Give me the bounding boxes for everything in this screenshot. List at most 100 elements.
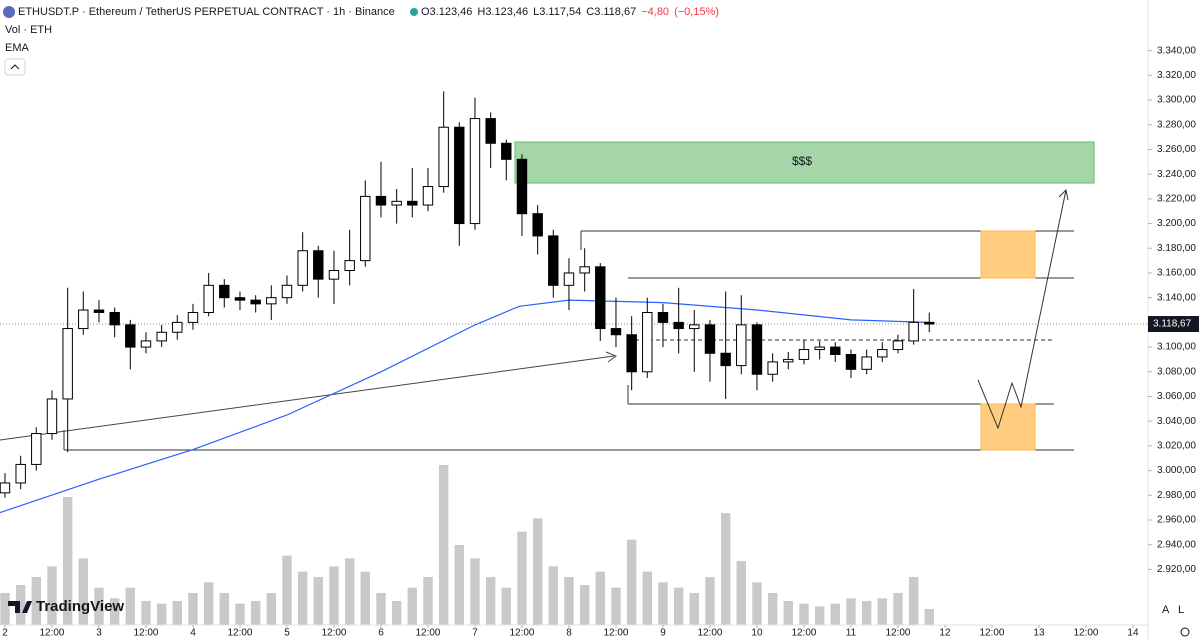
candle-body	[845, 353, 857, 370]
volume-bar	[642, 571, 652, 625]
candle-body	[783, 358, 794, 363]
y-tick-label: 3.100,00	[1157, 342, 1196, 353]
candle-body	[704, 324, 716, 354]
last-price-label: 3.118,67	[1153, 319, 1192, 330]
volume-bar	[297, 571, 308, 625]
x-tick-label: 12:00	[603, 628, 628, 639]
y-tick-label: 3.000,00	[1157, 465, 1196, 476]
candle-body	[595, 266, 606, 330]
x-tick-label: 12:00	[321, 628, 346, 639]
candle-body	[469, 118, 481, 225]
header-value: O3.123,46	[421, 6, 472, 18]
order-block	[980, 403, 1036, 451]
candle-body	[438, 126, 449, 188]
x-tick-label: 5	[284, 628, 290, 639]
drawings: $$$	[0, 141, 1095, 451]
volume-bar	[376, 593, 386, 625]
candle-body	[266, 297, 277, 305]
volume-bar	[548, 566, 558, 625]
candle-body	[375, 195, 387, 206]
x-tick-label: 12:00	[227, 628, 252, 639]
x-tick-label: 12:00	[1073, 628, 1098, 639]
x-tick-label: 2	[2, 628, 8, 639]
x-tick-label: 12:00	[133, 628, 158, 639]
volume-bar	[579, 585, 590, 625]
volume-bar	[485, 577, 496, 625]
candle-body	[31, 433, 42, 465]
volume-bar	[532, 518, 543, 625]
symbol-icon	[3, 6, 15, 18]
status-dot	[410, 8, 418, 16]
candle-body	[485, 118, 496, 144]
volume-bar	[658, 582, 668, 625]
x-tick-label: 12:00	[697, 628, 722, 639]
candle-body	[140, 340, 152, 348]
x-tick-label: 12:00	[509, 628, 534, 639]
candle-body	[720, 352, 731, 367]
x-tick-label: 10	[751, 628, 763, 639]
volume-bar	[517, 531, 527, 625]
candle-body	[344, 260, 355, 272]
header-values: O3.123,46 H3.123,46 L3.117,54 C3.118,67 −4,8…	[421, 6, 719, 18]
target-zone	[514, 141, 1095, 184]
y-tick-label: 3.240,00	[1157, 169, 1196, 180]
candle-body	[626, 334, 637, 373]
volume-bar	[470, 558, 480, 625]
y-tick-label: 3.140,00	[1157, 292, 1196, 303]
volume-bar	[47, 566, 57, 625]
collapse-button[interactable]	[4, 58, 26, 76]
ema-line	[0, 299, 930, 514]
y-tick-label: 3.320,00	[1157, 70, 1196, 81]
volume-bar	[595, 571, 605, 625]
x-tick-label: 9	[660, 628, 666, 639]
candle-body	[46, 398, 58, 435]
auto-toggle[interactable]: A	[1162, 604, 1170, 616]
log-toggle[interactable]: L	[1178, 604, 1184, 616]
x-tick-label: 12:00	[791, 628, 816, 639]
y-tick-label: 3.060,00	[1157, 391, 1196, 402]
volume-bar	[705, 577, 715, 625]
candle-body	[234, 297, 246, 301]
volume-bar	[250, 601, 261, 625]
candle-body	[501, 142, 512, 160]
x-tick-label: 13	[1033, 628, 1045, 639]
y-tick-label: 3.340,00	[1157, 45, 1196, 56]
volume-bar	[454, 545, 464, 625]
volume-bar	[861, 601, 872, 625]
volume-bar	[611, 587, 621, 625]
candle-body	[78, 309, 89, 330]
x-axis: 2 12:00 3 12:00 4 12:00 5 12:00 6 12:00 7 12:00 8 12:…	[2, 625, 1139, 639]
logo	[8, 601, 32, 613]
y-tick-label: 2.940,00	[1157, 539, 1196, 550]
candle-body	[689, 324, 700, 330]
candle-body	[328, 270, 340, 280]
candle-body	[548, 235, 559, 286]
volume-bar	[407, 587, 417, 625]
volume-bar	[438, 465, 449, 625]
candle-body	[830, 346, 841, 355]
volume-bar	[908, 577, 919, 625]
volume-bar	[203, 582, 214, 625]
candle-body	[814, 346, 825, 351]
volume-bar	[752, 582, 762, 625]
candle-body	[516, 158, 528, 215]
y-tick-label: 3.180,00	[1157, 243, 1196, 254]
candle-body	[532, 213, 543, 237]
volume-bar	[736, 561, 746, 625]
settings-icon[interactable]	[1180, 627, 1190, 637]
collapse-icon	[10, 64, 20, 70]
candle-body	[281, 284, 293, 299]
candle-body	[877, 349, 888, 358]
volume-bar	[313, 577, 323, 625]
candle-body	[861, 356, 872, 370]
y-tick-label: 2.980,00	[1157, 490, 1196, 501]
x-tick-label: 7	[472, 628, 478, 639]
x-tick-label: 12:00	[415, 628, 440, 639]
header-value: (−0,15%)	[674, 6, 719, 18]
x-tick-label: 8	[566, 628, 572, 639]
y-tick-label: 3.280,00	[1157, 119, 1196, 130]
candle-body	[736, 324, 747, 367]
candle-body	[125, 324, 136, 348]
volume-bar	[94, 587, 104, 625]
header-value: −4,80	[641, 6, 669, 18]
